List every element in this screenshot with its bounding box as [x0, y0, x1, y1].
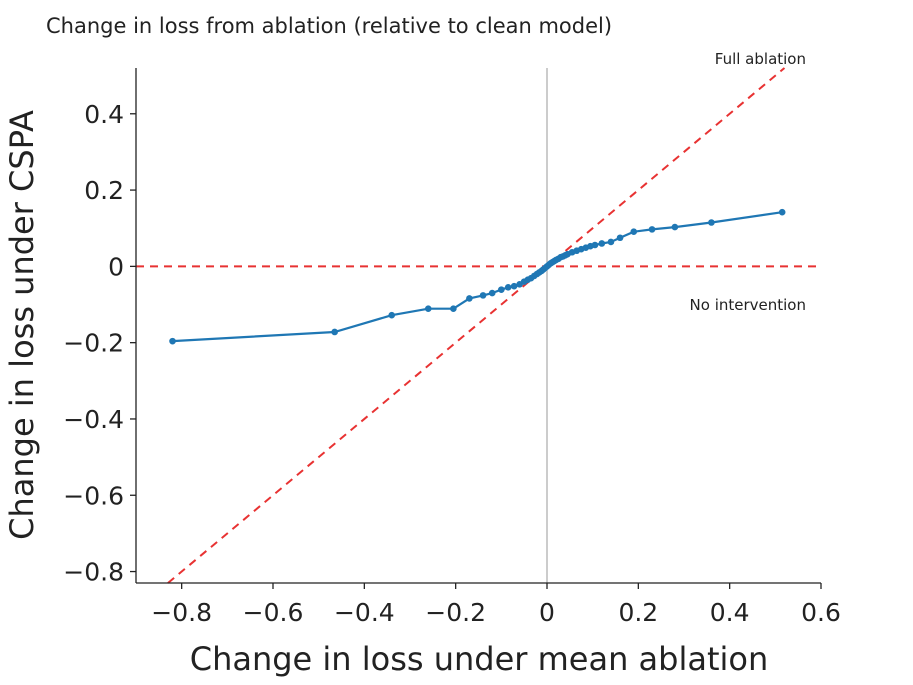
reference-lines [136, 67, 821, 584]
y-axis-label: Change in loss under CSPA [3, 110, 41, 540]
x-tick-label: 0.2 [618, 598, 658, 627]
data-point [671, 223, 679, 231]
data-point [510, 282, 518, 290]
x-tick-label: −0.4 [334, 598, 395, 627]
data-point [591, 241, 599, 249]
data-point [598, 240, 606, 247]
y-tick-label: −0.4 [63, 405, 124, 434]
x-tick-label: −0.6 [243, 598, 304, 627]
data-point [488, 289, 496, 297]
data-point [498, 286, 505, 293]
x-axis-ticks: −0.8 −0.6 −0.4 −0.2 0 0.2 0.4 0.6 [151, 583, 841, 627]
series-group [169, 208, 786, 345]
data-point [607, 238, 615, 246]
annotation-full-ablation: Full ablation [715, 50, 806, 68]
data-point [504, 284, 512, 291]
series-line [172, 211, 783, 343]
data-point [331, 328, 338, 336]
y-tick-label: 0.2 [84, 176, 124, 205]
data-point [388, 311, 396, 319]
x-tick-label: −0.2 [425, 598, 486, 627]
y-axis-ticks: 0.4 0.2 0 −0.2 −0.4 −0.6 −0.8 [63, 100, 136, 587]
chart-title: Change in loss from ablation (relative t… [46, 14, 612, 38]
data-point [169, 337, 176, 345]
y-tick-label: −0.6 [63, 481, 124, 510]
data-point [424, 305, 432, 313]
data-point [648, 226, 656, 233]
annotation-no-intervention: No intervention [690, 296, 806, 314]
y-tick-label: 0.4 [84, 100, 124, 129]
x-tick-label: 0.4 [710, 598, 750, 627]
x-tick-label: 0 [539, 598, 555, 627]
data-point [778, 208, 786, 216]
x-tick-label: 0.6 [801, 598, 841, 627]
x-axis-label: Change in loss under mean ablation [190, 640, 769, 678]
full-ablation-line [167, 67, 786, 584]
data-point [466, 295, 473, 302]
y-tick-label: −0.8 [63, 558, 124, 587]
data-point [450, 305, 457, 313]
data-point [708, 219, 715, 226]
x-tick-label: −0.8 [151, 598, 212, 627]
y-tick-label: −0.2 [63, 329, 124, 358]
y-tick-label: 0 [108, 252, 124, 281]
data-point [616, 234, 624, 242]
data-point [479, 292, 487, 299]
data-point [630, 228, 638, 235]
